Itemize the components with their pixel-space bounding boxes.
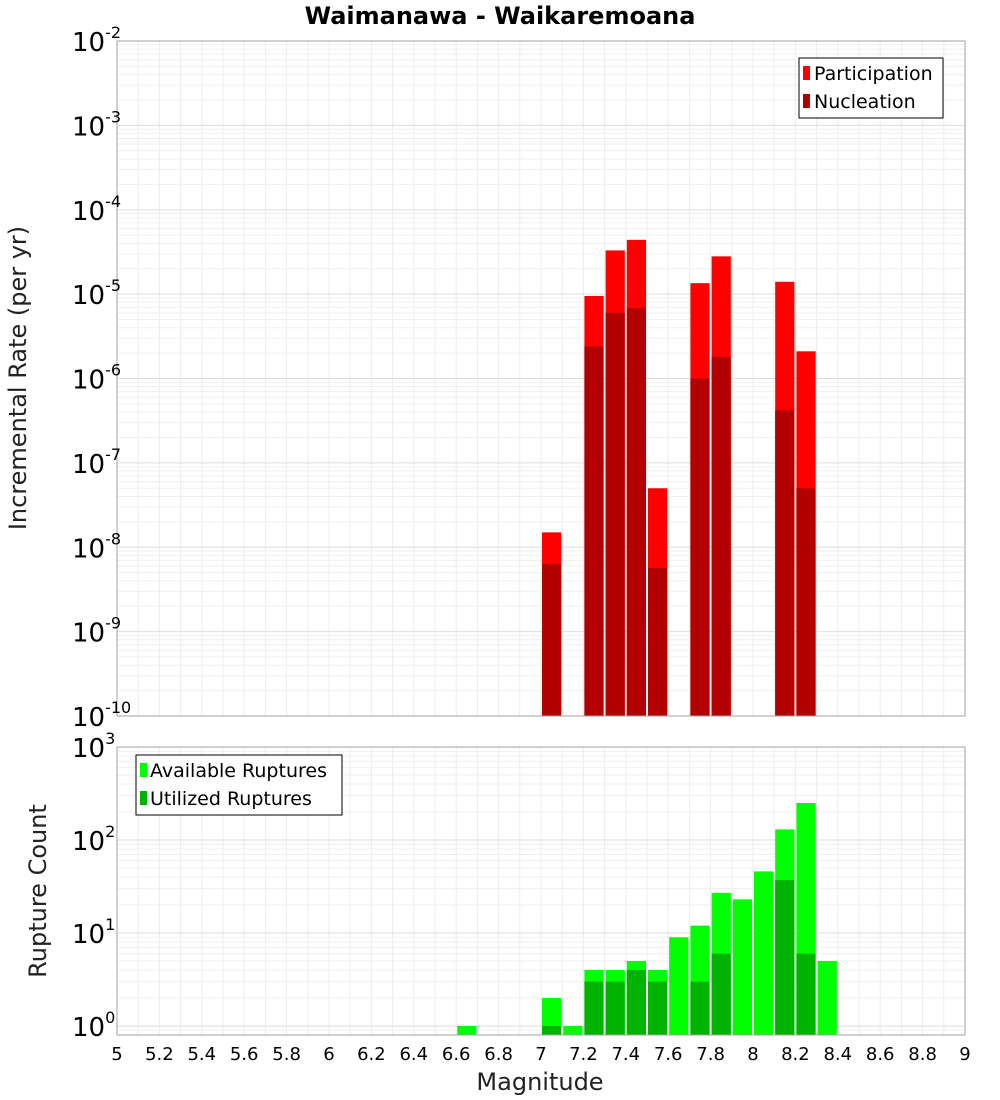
rate-legend: Participation Nucleation [798, 57, 944, 119]
x-tick-label: 7.6 [654, 1044, 683, 1065]
rate-panel: 10-10 10-9 10-8 10-7 10-6 10-5 10-4 10-3 10-2 In… [4, 23, 966, 733]
x-tick-labels: 5 5.2 5.4 5.6 5.8 6 6.2 6.4 6.6 6.8 7 7.2 7.4 7.6 7.8 8… [111, 1044, 970, 1065]
rate-legend-box [798, 57, 944, 119]
bar-available-ruptures [754, 871, 774, 1035]
y-tick-label: 100 [72, 1008, 115, 1043]
y-tick-label: 103 [72, 729, 115, 764]
y-tick-label: 10-9 [72, 614, 121, 649]
bar-nucleation [626, 308, 646, 716]
y-tick-label: 10-7 [72, 445, 121, 480]
bar-utilized-ruptures [584, 981, 604, 1035]
x-tick-label: 8 [747, 1044, 758, 1065]
x-tick-label: 6 [323, 1044, 334, 1065]
bar-utilized-ruptures [542, 1025, 562, 1035]
bar-nucleation [775, 410, 795, 716]
x-tick-label: 5 [111, 1044, 122, 1065]
legend-label-nucleation: Nucleation [814, 91, 916, 113]
x-tick-label: 6.6 [442, 1044, 471, 1065]
rate-grid [116, 41, 966, 717]
bar-nucleation [711, 356, 731, 716]
bar-nucleation [796, 488, 816, 716]
rate-bars [542, 239, 816, 717]
legend-swatch-participation [803, 66, 810, 80]
count-bars [457, 802, 837, 1035]
x-tick-label: 8.6 [866, 1044, 895, 1065]
y-tick-label: 102 [72, 822, 115, 857]
x-tick-label: 9 [959, 1044, 970, 1065]
y-tick-label: 101 [72, 915, 115, 950]
x-tick-label: 7.8 [696, 1044, 725, 1065]
bar-available-ruptures [542, 997, 562, 1035]
x-tick-label: 6.2 [357, 1044, 386, 1065]
rate-plot-frame [116, 40, 966, 717]
count-y-axis-label: Rupture Count [24, 804, 52, 978]
count-legend-box [135, 754, 343, 816]
legend-label-utilized: Utilized Ruptures [150, 788, 312, 810]
y-tick-label: 10-5 [72, 276, 121, 311]
legend-swatch-utilized [140, 791, 147, 805]
bar-utilized-ruptures [711, 953, 731, 1035]
x-tick-label: 5.8 [272, 1044, 301, 1065]
bar-nucleation [584, 346, 604, 716]
x-tick-label: 8.2 [781, 1044, 810, 1065]
x-tick-label: 5.6 [230, 1044, 259, 1065]
legend-swatch-nucleation [803, 94, 810, 108]
y-tick-label: 10-2 [72, 23, 121, 58]
y-tick-label: 10-6 [72, 361, 121, 396]
bar-nucleation [605, 312, 625, 716]
bar-nucleation [690, 378, 710, 716]
bar-nucleation [648, 567, 668, 716]
rate-y-axis-label: Incremental Rate (per yr) [4, 226, 32, 530]
x-tick-label: 5.4 [187, 1044, 216, 1065]
bar-available-ruptures [669, 937, 689, 1035]
count-panel: 100 101 102 103 5 5.2 5.4 5.6 5.8 6 6.2 6.4 6.6 6.8 7… [24, 729, 971, 1096]
bar-nucleation [542, 564, 562, 716]
y-tick-label: 10-10 [72, 698, 131, 733]
legend-swatch-available [140, 763, 147, 777]
bar-utilized-ruptures [605, 981, 625, 1035]
bar-available-ruptures [563, 1025, 583, 1035]
bar-utilized-ruptures [690, 981, 710, 1035]
bar-utilized-ruptures [626, 969, 646, 1035]
legend-label-available: Available Ruptures [150, 760, 327, 782]
bar-utilized-ruptures [775, 880, 795, 1035]
x-tick-label: 6.4 [399, 1044, 428, 1065]
y-tick-label: 10-4 [72, 192, 121, 227]
bar-available-ruptures [457, 1025, 477, 1035]
x-tick-label: 7.2 [569, 1044, 598, 1065]
count-plot-frame [116, 746, 966, 1036]
y-tick-label: 10-3 [72, 107, 121, 142]
chart-title: Waimanawa - Waikaremoana [305, 2, 696, 30]
x-tick-label: 7 [535, 1044, 546, 1065]
rate-y-tick-labels: 10-10 10-9 10-8 10-7 10-6 10-5 10-4 10-3 10-2 [72, 23, 131, 733]
x-tick-label: 6.8 [484, 1044, 513, 1065]
legend-label-participation: Participation [814, 63, 933, 85]
count-legend: Available Ruptures Utilized Ruptures [135, 754, 343, 816]
bar-available-ruptures [817, 960, 837, 1035]
x-tick-label: 5.2 [145, 1044, 174, 1065]
count-y-tick-labels: 100 101 102 103 [72, 729, 115, 1043]
x-tick-label: 7.4 [611, 1044, 640, 1065]
bar-available-ruptures [732, 899, 752, 1035]
bar-utilized-ruptures [796, 953, 816, 1035]
y-tick-label: 10-8 [72, 529, 121, 564]
x-axis-label: Magnitude [476, 1068, 603, 1096]
bar-utilized-ruptures [648, 981, 668, 1035]
x-tick-label: 8.8 [908, 1044, 937, 1065]
x-tick-label: 8.4 [823, 1044, 852, 1065]
